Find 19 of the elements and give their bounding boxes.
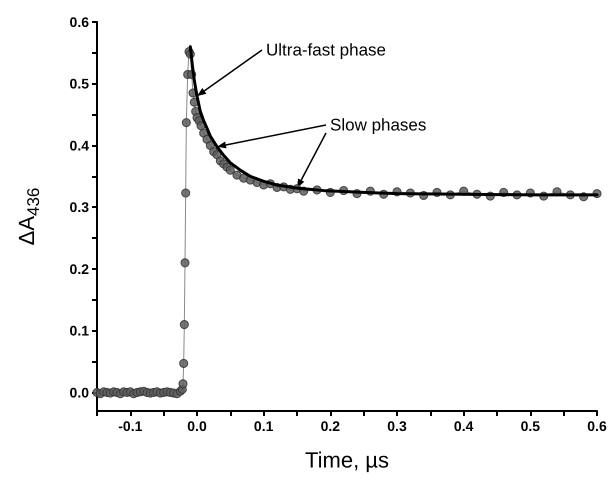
x-tick-label: 0.3 (387, 418, 407, 434)
y-tick-label: 0.0 (70, 384, 90, 400)
y-tick-label: 0.4 (70, 137, 90, 154)
x-tick-label: 0.0 (187, 418, 207, 434)
x-tick-label: 0.5 (520, 418, 540, 434)
x-axis-title: Time, µs (305, 448, 389, 472)
y-tick-label: 0.6 (70, 14, 90, 30)
x-tick-label: 0.6 (587, 418, 607, 434)
x-tick-label: 0.1 (254, 418, 274, 434)
x-tick-label: 0.2 (320, 418, 340, 434)
y-axis-title: ΔA436 (14, 188, 43, 246)
y-tick-label: 0.2 (70, 260, 90, 277)
y-tick-label: 0.1 (70, 322, 90, 339)
x-tick-label: 0.4 (454, 418, 474, 434)
annotation: Ultra-fast phase (266, 40, 386, 60)
annotation: Slow phases (330, 116, 426, 134)
y-tick-label: 0.3 (70, 199, 90, 216)
y-tick-label: 0.5 (70, 76, 90, 92)
x-tick-label: -0.1 (118, 418, 143, 434)
